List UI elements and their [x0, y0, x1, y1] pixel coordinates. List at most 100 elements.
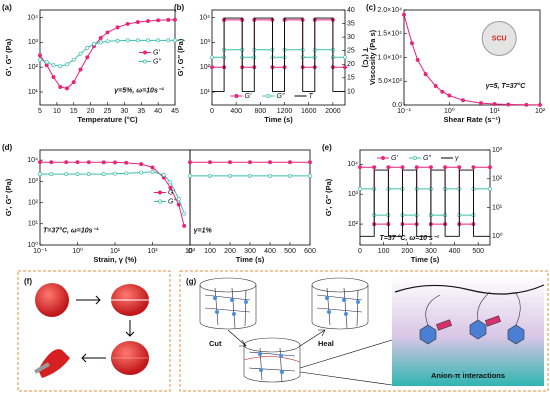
data-point [492, 102, 497, 107]
legend-marker [266, 94, 271, 98]
legend-label: G′ [245, 93, 252, 100]
plot-frame [359, 149, 491, 246]
legend-label: G′ [391, 155, 398, 162]
data-point [400, 165, 405, 170]
x-axis-label: Time (s) [236, 255, 265, 264]
legend-label: G″ [277, 93, 285, 100]
x-tick-label: 10 [53, 108, 61, 115]
inset-text: SCU [492, 35, 507, 42]
data-point [65, 62, 69, 67]
data-point [176, 202, 181, 207]
data-point [156, 18, 161, 23]
y-tick-label: 10³ [28, 178, 39, 185]
y2-tick-label: 35 [347, 20, 355, 27]
data-point [428, 165, 433, 170]
data-point [228, 160, 232, 165]
data-point [71, 57, 76, 62]
x-tick-label: 600 [304, 248, 316, 255]
y-tick-label: 10² [28, 199, 39, 206]
x-tick-label: 0 [210, 108, 214, 115]
y-tick-label: 1.5×10⁴ [377, 31, 402, 38]
legend-marker [158, 190, 162, 195]
data-point [386, 165, 391, 170]
x-tick-label: 10⁻¹ [397, 108, 411, 115]
legend-label: G′ [168, 189, 175, 196]
series-line [212, 17, 345, 92]
x-tick-label: 1200 [277, 108, 293, 115]
data-point [176, 196, 181, 201]
data-point [64, 172, 69, 177]
data-point [248, 160, 252, 165]
data-point [268, 160, 272, 165]
data-point [78, 51, 83, 56]
data-point [188, 173, 192, 178]
y2-tick-label: 10³ [492, 147, 503, 154]
panel-label: (e) [322, 143, 332, 152]
x-tick-label: 100 [204, 248, 216, 255]
data-point [58, 84, 63, 89]
data-point [248, 173, 252, 178]
data-point [506, 102, 511, 107]
y-tick-label: 10³ [200, 39, 211, 46]
data-point [44, 63, 49, 68]
data-point [146, 19, 150, 23]
x-tick-label: 2000 [325, 108, 341, 115]
x-tick-label: 500 [284, 248, 296, 255]
x-tick-label: 5 [38, 108, 42, 115]
x-tick-label: 200 [401, 248, 413, 255]
data-point [488, 186, 492, 191]
data-point [49, 160, 54, 165]
annotation: T=37°C, ω=10s⁻¹ [43, 227, 99, 235]
x-tick-label: 25 [104, 108, 112, 115]
data-point [51, 75, 56, 80]
data-point [402, 12, 406, 17]
x-tick-label: 10⁰ [444, 107, 455, 115]
data-point [85, 55, 90, 60]
y2-tick-label: 30 [347, 34, 355, 41]
data-point [150, 169, 155, 174]
y2-axis-label: T (°C) [361, 47, 370, 68]
data-point [208, 160, 212, 165]
legend-marker [143, 59, 147, 64]
data-point [538, 102, 542, 107]
x-tick-label: 300 [244, 248, 256, 255]
x-axis-label: Temperature (°C) [77, 115, 138, 124]
data-point [414, 165, 419, 170]
data-point [173, 17, 177, 22]
legend-marker [143, 50, 147, 55]
legend-marker [381, 156, 385, 160]
data-point [433, 84, 438, 88]
data-point [182, 223, 187, 228]
data-point [457, 165, 462, 170]
data-point [139, 162, 144, 167]
x-tick-label: 40 [154, 108, 162, 115]
data-point [161, 173, 166, 177]
data-point [75, 172, 80, 177]
data-point [288, 173, 292, 178]
x-tick-label: 10¹ [490, 108, 501, 115]
anion-pi-motifs [419, 291, 525, 345]
data-point [268, 173, 272, 178]
data-point [135, 20, 140, 25]
y-axis-label: G′, G″ (Pa) [4, 178, 13, 216]
data-point [78, 67, 83, 72]
y-tick-label: 0.0 [392, 102, 402, 109]
photo-sequence [34, 283, 149, 378]
data-point [85, 45, 90, 50]
y-tick-label: 10² [28, 64, 39, 71]
y-axis-label: Viscosity (Pa s) [368, 29, 377, 85]
data-point [115, 38, 120, 43]
y-axis-label: G′, G″ (Pa) [176, 38, 185, 76]
series-line [360, 169, 490, 237]
y-tick-label: 10¹ [28, 221, 39, 228]
data-point [146, 38, 150, 43]
legend-marker [234, 94, 239, 98]
x-tick-label: 0 [188, 248, 192, 255]
data-point [105, 30, 110, 35]
data-point [447, 93, 452, 98]
x-tick-label: 35 [137, 108, 145, 115]
data-point [343, 55, 347, 60]
data-point [343, 65, 347, 70]
data-point [308, 160, 312, 165]
x-tick-label: 200 [224, 248, 236, 255]
